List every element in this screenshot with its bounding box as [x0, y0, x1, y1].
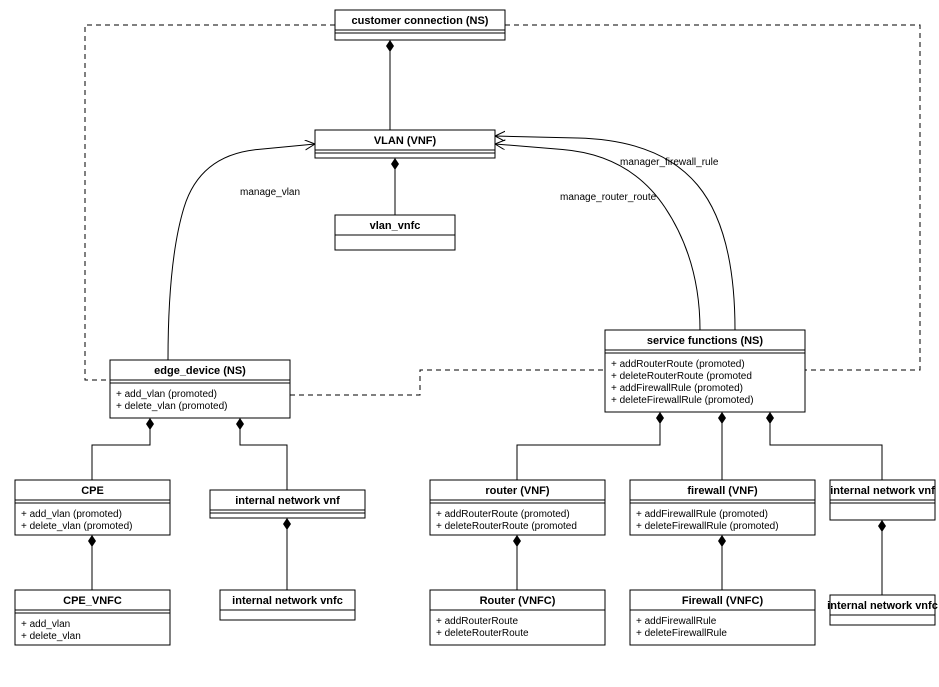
node-title: firewall (VNF): [687, 485, 758, 497]
node-service_functions: service functions (NS) + addRouterRoute (…: [605, 330, 805, 412]
edge: [517, 412, 660, 480]
node-title: customer connection (NS): [352, 15, 489, 27]
node-method: + addRouterRoute (promoted): [436, 509, 570, 520]
uml-diagram: manage_vlan manage_router_route manager_fi…: [0, 0, 939, 687]
edge-label: manager_firewall_rule: [620, 157, 719, 168]
node-internal_network_vnf_right: internal network vnf: [830, 480, 935, 520]
node-method: + addFirewallRule (promoted): [611, 383, 743, 394]
node-title: VLAN (VNF): [374, 135, 437, 147]
node-method: + add_vlan (promoted): [21, 509, 122, 520]
node-title: router (VNF): [485, 485, 550, 497]
node-customer_connection: customer connection (NS): [335, 10, 505, 40]
node-title: internal network vnfc: [232, 595, 343, 607]
node-method: + deleteFirewallRule (promoted): [611, 395, 754, 406]
node-method: + delete_vlan (promoted): [116, 401, 227, 412]
edge-label: manage_vlan: [240, 187, 300, 198]
edge: [168, 144, 315, 360]
node-method: + add_vlan (promoted): [116, 389, 217, 400]
node-method: + addRouterRoute (promoted): [611, 359, 745, 370]
node-vlan: VLAN (VNF): [315, 130, 495, 158]
edge: [92, 418, 150, 480]
node-method: + addFirewallRule (promoted): [636, 509, 768, 520]
node-method: + deleteFirewallRule: [636, 628, 727, 639]
node-method: + addFirewallRule: [636, 616, 717, 627]
node-method: + deleteRouterRoute: [436, 628, 529, 639]
node-title: internal network vnf: [830, 485, 935, 497]
node-title: internal network vnf: [235, 495, 340, 507]
node-title: CPE_VNFC: [63, 595, 122, 607]
node-title: internal network vnfc: [827, 600, 938, 612]
node-cpe_vnfc: CPE_VNFC + add_vlan+ delete_vlan: [15, 590, 170, 645]
node-vlan_vnfc: vlan_vnfc: [335, 215, 455, 250]
node-firewall_vnfc: Firewall (VNFC) + addFirewallRule+ delete…: [630, 590, 815, 645]
node-method: + deleteRouterRoute (promoted: [611, 371, 752, 382]
node-internal_network_vnf_left: internal network vnf: [210, 490, 365, 518]
node-method: + deleteRouterRoute (promoted: [436, 521, 577, 532]
node-method: + delete_vlan (promoted): [21, 521, 132, 532]
edge: [290, 370, 605, 395]
node-method: + add_vlan: [21, 619, 70, 630]
node-firewall_vnf: firewall (VNF) + addFirewallRule (promote…: [630, 480, 815, 535]
node-title: CPE: [81, 485, 104, 497]
node-internal_network_vnfc_left: internal network vnfc: [220, 590, 355, 620]
node-internal_network_vnfc_right: internal network vnfc: [827, 595, 938, 625]
edge: [770, 412, 882, 480]
edge: [85, 25, 335, 380]
node-title: service functions (NS): [647, 335, 763, 347]
node-method: + addRouterRoute: [436, 616, 518, 627]
node-cpe: CPE + add_vlan (promoted)+ delete_vlan (p…: [15, 480, 170, 535]
edge-label: manage_router_route: [560, 192, 657, 203]
node-title: vlan_vnfc: [370, 220, 421, 232]
node-title: edge_device (NS): [154, 365, 246, 377]
edge: [240, 418, 287, 490]
node-router_vnf: router (VNF) + addRouterRoute (promoted)+…: [430, 480, 605, 535]
node-title: Firewall (VNFC): [682, 595, 764, 607]
node-method: + deleteFirewallRule (promoted): [636, 521, 779, 532]
node-title: Router (VNFC): [480, 595, 556, 607]
node-router_vnfc: Router (VNFC) + addRouterRoute+ deleteRou…: [430, 590, 605, 645]
node-edge_device: edge_device (NS) + add_vlan (promoted)+ d…: [110, 360, 290, 418]
node-method: + delete_vlan: [21, 631, 81, 642]
edge: [495, 144, 700, 330]
